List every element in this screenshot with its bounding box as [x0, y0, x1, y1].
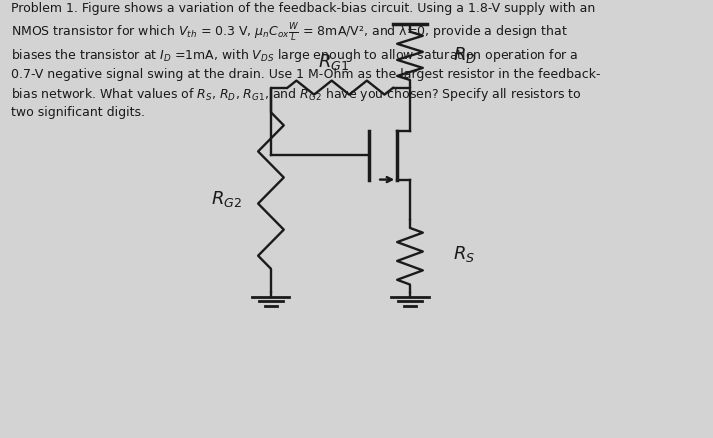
Text: $R_D$: $R_D$ [453, 45, 476, 65]
Text: $R_S$: $R_S$ [453, 244, 475, 264]
Text: $R_{G1}$: $R_{G1}$ [318, 52, 349, 72]
Text: $R_{G2}$: $R_{G2}$ [211, 189, 242, 209]
Text: Problem 1. Figure shows a variation of the feedback-bias circuit. Using a 1.8-V : Problem 1. Figure shows a variation of t… [11, 2, 600, 119]
